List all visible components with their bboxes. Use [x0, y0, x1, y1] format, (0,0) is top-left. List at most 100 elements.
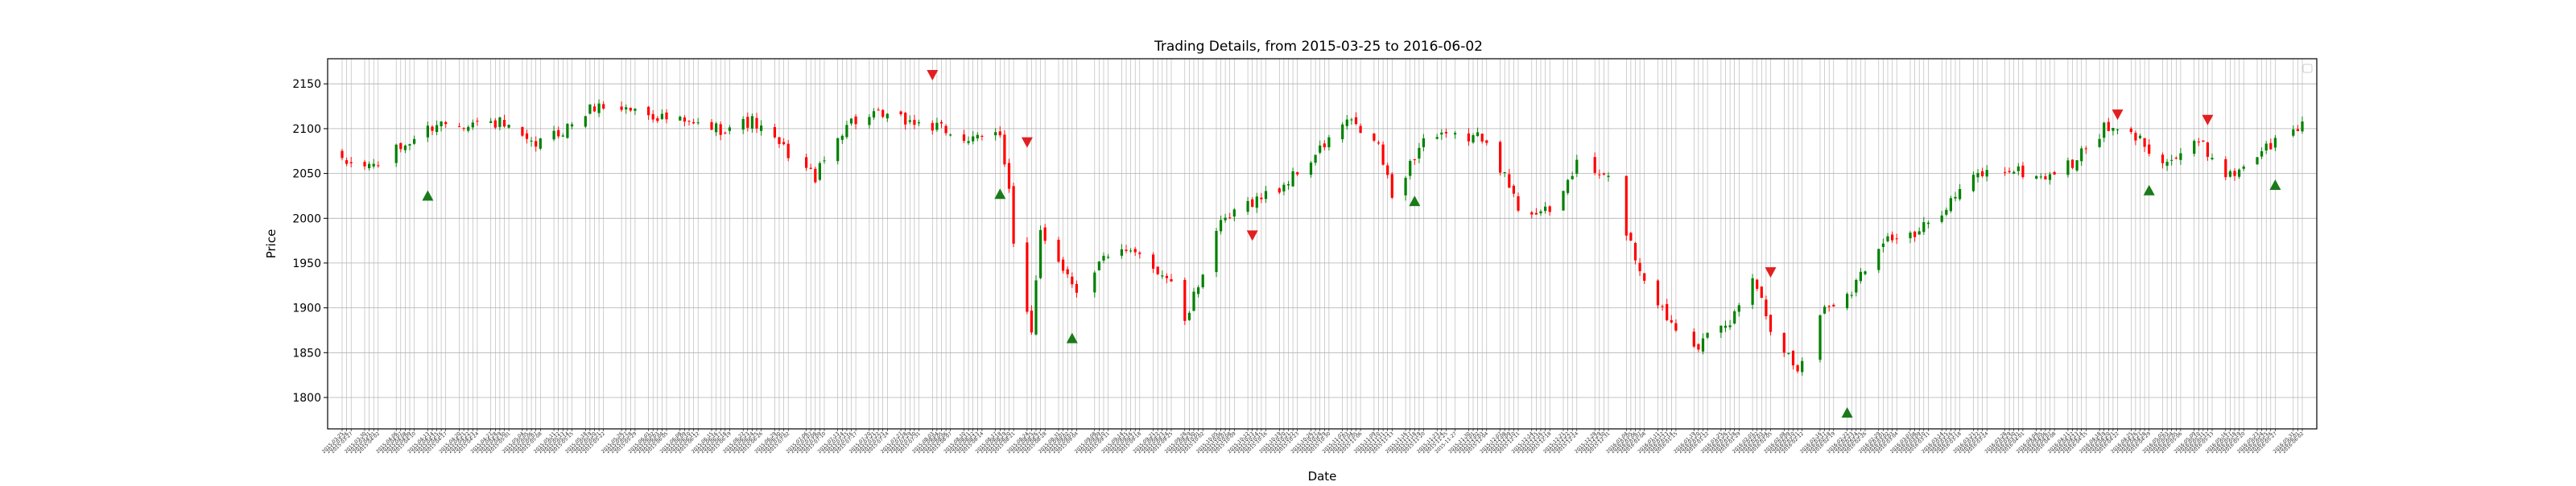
- candle-up: [840, 135, 844, 140]
- candle-up: [1435, 137, 1439, 139]
- candle-up: [566, 123, 569, 138]
- buy-signal-marker: [1841, 407, 1853, 418]
- candle-up: [1954, 196, 1957, 199]
- y-tick-label: 1850: [292, 347, 321, 360]
- candle-down: [2107, 122, 2110, 131]
- candle-up: [1571, 175, 1574, 179]
- candle-down: [939, 122, 943, 124]
- candle-up: [467, 126, 470, 131]
- buy-signal-marker: [2269, 179, 2281, 190]
- candle-down: [1377, 142, 1381, 144]
- sell-signal-marker: [2202, 114, 2214, 126]
- candle-down: [1170, 279, 1173, 282]
- candle-down: [377, 165, 380, 167]
- candle-down: [786, 143, 790, 159]
- candle-down: [2224, 159, 2227, 178]
- candle-down: [1756, 279, 1759, 289]
- candle-down: [778, 137, 781, 144]
- candle-down: [399, 142, 402, 150]
- candle-up: [413, 138, 416, 144]
- candle-up: [1881, 243, 1885, 247]
- candle-down: [1296, 172, 1299, 175]
- candle-down: [1548, 206, 1551, 212]
- candle-up: [2273, 138, 2277, 148]
- candle-up: [696, 122, 700, 124]
- candle-down: [2134, 133, 2137, 141]
- candle-up: [872, 111, 876, 117]
- candle-up: [1129, 250, 1133, 252]
- candle-up: [2138, 135, 2142, 138]
- candle-up: [368, 163, 371, 168]
- candle-up: [1575, 159, 1579, 174]
- candle-up: [1215, 231, 1218, 273]
- candle-down: [1638, 262, 1641, 272]
- candle-down: [1152, 254, 1155, 269]
- candle-up: [728, 127, 731, 131]
- candle-up: [1404, 178, 1407, 196]
- candle-up: [1476, 132, 1480, 137]
- candle-down: [2143, 138, 2146, 147]
- candle-down: [1354, 117, 1358, 125]
- candle-up: [2039, 176, 2042, 178]
- candle-down: [1278, 188, 1281, 193]
- candle-down: [814, 168, 817, 183]
- candle-up: [2066, 160, 2070, 175]
- candle-down: [692, 122, 696, 124]
- candle-up: [1751, 278, 1754, 305]
- candle-up: [1801, 360, 1804, 373]
- candle-down: [620, 106, 623, 110]
- candle-up: [539, 138, 542, 149]
- candle-up: [1737, 305, 1740, 312]
- candle-down: [1769, 315, 1773, 332]
- candle-up: [1733, 311, 1736, 324]
- candle-down: [1624, 175, 1628, 236]
- candle-down: [1692, 332, 1695, 347]
- y-tick-label: 2100: [292, 123, 321, 136]
- buy-signal-marker: [1409, 196, 1421, 207]
- candle-down: [755, 117, 758, 129]
- candle-down: [724, 132, 727, 134]
- candle-down: [1760, 286, 1763, 299]
- candle-up: [588, 104, 592, 114]
- candle-up: [507, 125, 510, 128]
- candle-down: [363, 162, 366, 167]
- candle-down: [1593, 157, 1596, 173]
- candle-up: [886, 113, 889, 119]
- candle-up: [1877, 249, 1880, 270]
- buy-signal-marker: [1066, 332, 1078, 344]
- candle-up: [949, 134, 952, 136]
- candle-up: [1787, 352, 1790, 354]
- candle-down: [493, 120, 497, 128]
- candle-up: [1971, 175, 1975, 192]
- candle-up: [1034, 280, 1038, 335]
- candle-up: [935, 122, 939, 130]
- candle-up: [1472, 135, 1475, 143]
- candle-up: [2238, 169, 2241, 177]
- candle-up: [1940, 215, 1943, 222]
- candle-up: [1909, 233, 1912, 239]
- candle-up: [2301, 122, 2304, 132]
- candle-down: [502, 120, 506, 127]
- candle-down: [2004, 171, 2007, 173]
- candle-down: [1323, 143, 1326, 148]
- candle-up: [1314, 154, 1317, 163]
- candle-up: [372, 163, 375, 167]
- candle-up: [2242, 167, 2245, 169]
- candle-up: [1544, 206, 1547, 212]
- candle-up: [849, 118, 853, 124]
- candle-down: [1183, 279, 1187, 321]
- candle-down: [2084, 148, 2087, 150]
- y-tick-label: 2050: [292, 168, 321, 181]
- candle-down: [457, 126, 461, 127]
- candle-down: [1765, 299, 1768, 316]
- candle-up: [1719, 325, 1723, 333]
- candle-down: [2174, 158, 2178, 159]
- candle-down: [1444, 132, 1447, 134]
- candle-up: [1255, 196, 1258, 208]
- candle-down: [710, 122, 713, 130]
- chart-title: Trading Details, from 2015-03-25 to 2016…: [1154, 39, 1483, 55]
- candle-down: [1071, 276, 1074, 285]
- candle-up: [1224, 217, 1227, 220]
- candle-down: [998, 131, 1001, 136]
- candle-down: [809, 167, 812, 169]
